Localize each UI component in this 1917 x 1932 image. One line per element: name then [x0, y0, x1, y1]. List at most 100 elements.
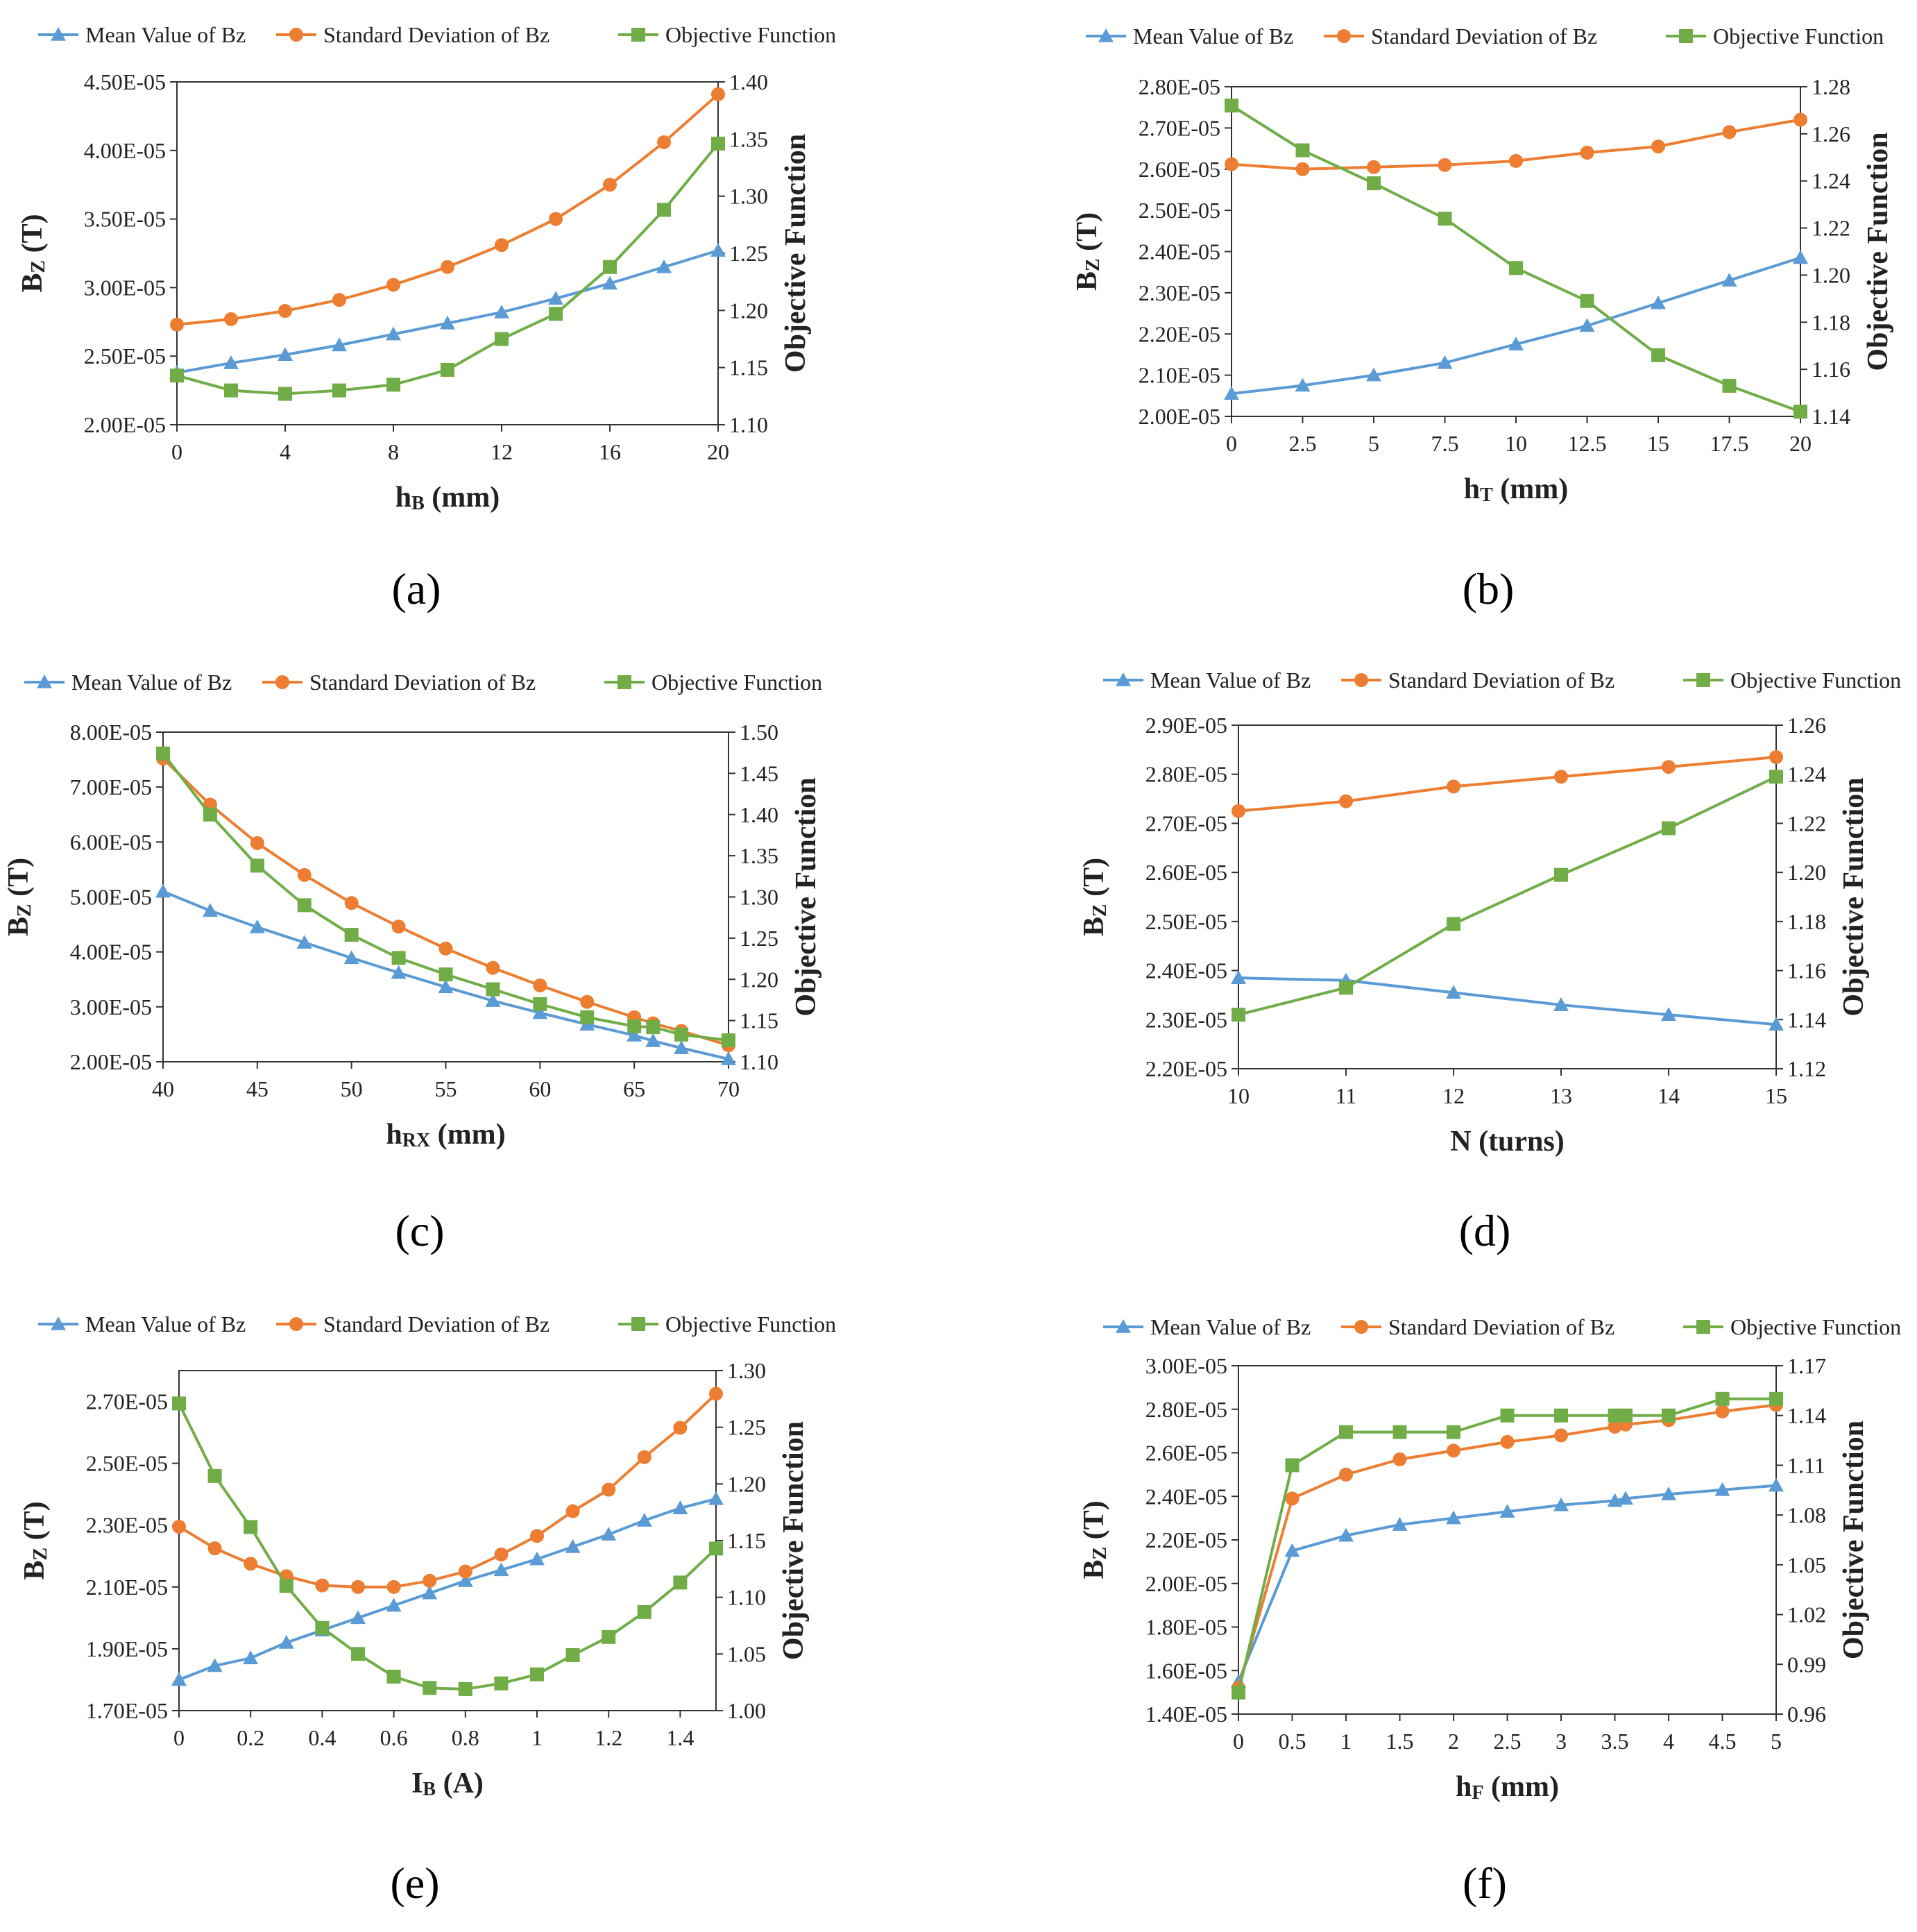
x-tick-label: 3.5 [1601, 1729, 1629, 1754]
y2-tick-label: 1.40 [729, 69, 768, 94]
y2-tick-label: 1.22 [1812, 216, 1850, 241]
legend-marker-mean [51, 1316, 66, 1330]
x-tick-label: 0.2 [237, 1725, 264, 1750]
data-point-mean [296, 935, 312, 949]
y2-tick-label: 1.30 [727, 1358, 766, 1383]
data-point-std [332, 293, 346, 307]
data-point-mean [1446, 1510, 1461, 1525]
data-point-mean [485, 993, 501, 1007]
data-point-obj [438, 967, 453, 982]
data-point-mean [1661, 1486, 1676, 1500]
x-tick-label: 11 [1336, 1083, 1357, 1108]
y-tick-label: 3.00E-05 [84, 275, 166, 300]
y-tick-label: 2.50E-05 [1139, 198, 1220, 223]
y-tick-label: 2.50E-05 [84, 344, 166, 368]
x-tick-label: 14 [1658, 1083, 1680, 1108]
series-line-obj [1230, 104, 1801, 414]
x-axis-title: hT (mm) [1464, 473, 1569, 506]
data-point-std [495, 238, 509, 253]
y2-tick-label: 1.40 [740, 802, 778, 827]
data-point-std [711, 87, 725, 101]
data-point-std [224, 312, 238, 326]
series-mean [1231, 970, 1784, 1031]
y2-tick-label: 1.30 [729, 184, 768, 209]
data-point-obj [207, 1468, 222, 1483]
y2-tick-label: 1.20 [740, 967, 778, 992]
data-point-obj [441, 362, 454, 377]
y-tick-label: 2.50E-05 [86, 1451, 168, 1476]
y-axis-title-unit: (T) [17, 214, 49, 260]
y-axis-title-unit: (T) [1078, 858, 1110, 904]
legend-marker-mean [1116, 672, 1131, 686]
y2-axis-title: Objective Function [1862, 132, 1894, 371]
legend-label-mean: Mean Value of Bz [85, 1312, 246, 1337]
y-axis-title-sub: Z [28, 260, 49, 273]
x-axis-title: hRX (mm) [386, 1119, 505, 1151]
data-point-std [530, 1529, 544, 1543]
data-point-mean [672, 1500, 688, 1515]
legend-marker-std [1354, 1320, 1368, 1334]
data-point-obj [1339, 981, 1353, 995]
data-point-mean [278, 347, 293, 362]
data-point-std [1769, 749, 1783, 764]
y-tick-label: 2.20E-05 [1139, 321, 1220, 346]
data-point-mean [602, 276, 617, 290]
legend-label-std: Standard Deviation of Bz [1371, 24, 1597, 49]
data-point-mean [422, 1585, 438, 1600]
data-point-obj [332, 383, 346, 398]
x-axis-title: hF (mm) [1456, 1771, 1559, 1804]
y-tick-label: 2.30E-05 [1139, 280, 1220, 305]
data-point-mean [721, 1051, 736, 1065]
legend-label-mean: Mean Value of Bz [1133, 24, 1293, 49]
x-tick-label: 0.6 [380, 1725, 408, 1750]
y2-tick-label: 1.20 [727, 1471, 766, 1496]
data-point-mean [343, 950, 359, 965]
y-axis-title: BZ (T) [3, 858, 35, 936]
x-tick-label: 0 [173, 1725, 185, 1750]
x-tick-label: 70 [717, 1076, 740, 1101]
data-point-obj [580, 1010, 595, 1024]
data-point-std [386, 278, 400, 292]
y2-tick-label: 1.15 [727, 1528, 766, 1553]
x-tick-label: 12 [491, 439, 513, 464]
y2-tick-label: 0.96 [1787, 1702, 1826, 1727]
data-point-std [278, 303, 292, 318]
series-line-mean [1231, 256, 1801, 396]
x-axis-title-sub: B [423, 1779, 436, 1800]
y2-tick-label: 1.14 [1812, 404, 1850, 429]
y-axis-title-main: B [1078, 917, 1110, 936]
data-point-mean [332, 337, 347, 352]
data-point-obj [315, 1620, 330, 1635]
legend: Mean Value of Bz Standard Deviation of Bz… [38, 1312, 836, 1337]
x-tick-label: 8 [388, 439, 399, 464]
y-tick-label: 2.70E-05 [1139, 115, 1220, 140]
data-point-obj [1295, 143, 1310, 158]
data-point-obj [494, 1676, 509, 1690]
y-axis-title-main: B [1071, 271, 1103, 291]
data-point-obj [386, 378, 400, 392]
data-point-std [351, 1579, 365, 1594]
y-axis-title-sub: Z [14, 904, 35, 917]
y-tick-label: 2.00E-05 [84, 412, 166, 437]
data-point-obj [278, 387, 292, 401]
x-tick-label: 10 [1227, 1083, 1250, 1108]
y-tick-label: 2.40E-05 [1145, 1484, 1227, 1509]
series-line-std [178, 1392, 717, 1588]
data-point-obj [1769, 1391, 1783, 1406]
data-point-std [657, 135, 671, 149]
data-point-mean [1446, 985, 1461, 999]
legend-label-std: Standard Deviation of Bz [323, 22, 549, 47]
y-tick-label: 2.40E-05 [1145, 958, 1227, 983]
y2-tick-label: 1.15 [729, 355, 768, 380]
plot-frame [162, 731, 729, 1062]
panel-label: (a) [391, 564, 441, 613]
legend: Mean Value of Bz Standard Deviation of Bz… [1103, 1314, 1901, 1339]
y2-tick-label: 1.12 [1787, 1056, 1826, 1081]
legend-label-obj: Objective Function [1730, 668, 1901, 693]
y-axis-title-unit: (T) [19, 1501, 51, 1548]
data-point-obj [1715, 1391, 1730, 1406]
data-point-mean [1499, 1504, 1515, 1518]
series-obj [172, 1396, 723, 1696]
x-tick-label: 15 [1765, 1083, 1787, 1108]
